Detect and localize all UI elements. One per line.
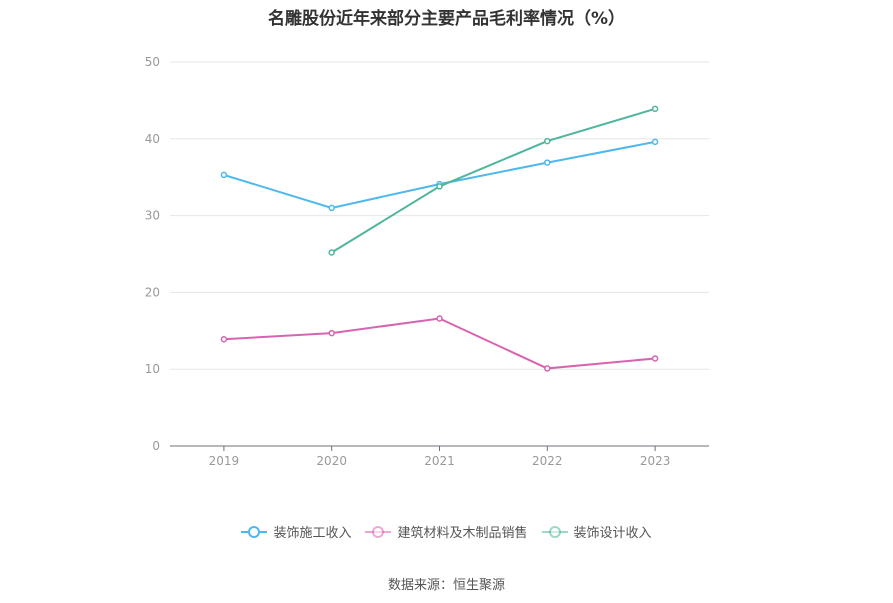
data-point (220, 335, 228, 343)
axes (170, 445, 709, 451)
data-point (544, 365, 551, 372)
y-tick-label: 20 (145, 285, 160, 299)
data-point (328, 204, 335, 212)
grid-lines (170, 61, 709, 370)
series-line (223, 317, 656, 370)
legend-label: 装饰设计收入 (573, 526, 652, 541)
data-point (544, 137, 551, 145)
legend-item-2[interactable]: 装饰设计收入 (541, 522, 652, 541)
series-line (223, 140, 656, 209)
legend-swatch (241, 525, 268, 538)
x-tick-label: 2023 (640, 454, 671, 468)
legend-swatch (541, 525, 568, 538)
tick-labels: 0 10 20 30 40 50 2019 2020 2021 2022 2023 (145, 55, 671, 468)
data-point (328, 249, 335, 256)
data-point (436, 315, 443, 322)
y-tick-label: 50 (145, 55, 160, 69)
legend-swatch (365, 525, 392, 538)
legend-label: 装饰施工收入 (273, 526, 352, 541)
legend: 装饰施工收入 建筑材料及木制品销售 装饰设计收入 (0, 522, 893, 541)
data-point (220, 171, 228, 179)
data-point (328, 329, 335, 337)
data-point (651, 138, 659, 146)
data-point (436, 183, 443, 190)
x-tick-label: 2019 (209, 454, 240, 468)
series-0 (220, 138, 659, 212)
data-point (651, 105, 659, 113)
y-tick-label: 40 (145, 132, 160, 146)
legend-item-0[interactable]: 装饰施工收入 (241, 522, 351, 541)
data-point (544, 159, 551, 166)
series-lines (220, 105, 659, 372)
data-point (651, 355, 659, 362)
data-source: 数据来源：恒生聚源 (387, 578, 505, 593)
legend-label: 建筑材料及木制品销售 (397, 526, 528, 541)
series-2 (328, 105, 659, 256)
series-line (331, 107, 656, 254)
legend-item-1[interactable]: 建筑材料及木制品销售 (365, 522, 528, 541)
y-tick-label: 30 (145, 209, 160, 223)
x-tick-label: 2022 (532, 454, 563, 468)
chart-title: 名雕股份近年来部分主要产品毛利率情况（%） (267, 9, 626, 29)
y-tick-label: 0 (152, 439, 160, 453)
series-1 (220, 315, 659, 372)
x-tick-label: 2020 (316, 454, 347, 468)
x-tick-label: 2021 (424, 454, 455, 468)
y-tick-label: 10 (145, 362, 160, 376)
